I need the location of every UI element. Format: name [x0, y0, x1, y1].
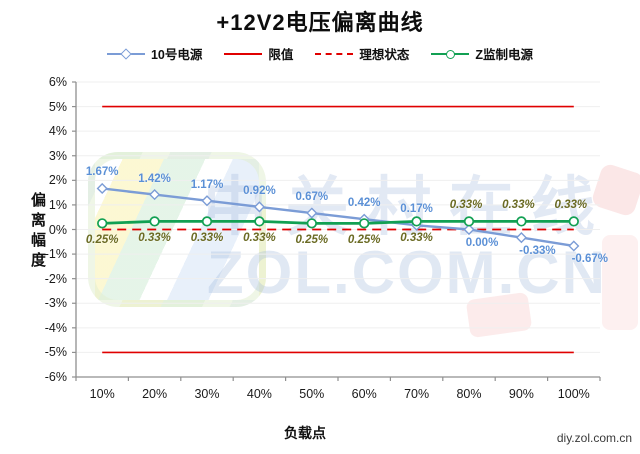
data-label-Z监制电源: 0.33% — [138, 232, 171, 245]
data-label-Z监制电源: 0.33% — [400, 232, 433, 245]
legend-line-sample-dashed — [315, 52, 354, 55]
y-tick-label: 3% — [48, 148, 67, 163]
legend-item-series-2: Z监制电源 — [431, 44, 533, 63]
data-label-Z监制电源: 0.33% — [190, 232, 224, 245]
legend-item-ideal: 理想状态 — [315, 44, 409, 63]
data-label-Z监制电源: 0.33% — [449, 199, 483, 212]
legend-label: 限值 — [268, 48, 294, 62]
legend-line-sample-green — [431, 49, 470, 59]
legend-label: 10号电源 — [150, 48, 203, 62]
x-tick-label: 50% — [299, 387, 325, 401]
data-label-10号电源: 0.92% — [243, 184, 276, 197]
x-tick-label: 20% — [142, 387, 168, 401]
x-tick-label: 70% — [404, 387, 430, 401]
data-label-10号电源: 0.42% — [347, 197, 381, 210]
legend-line-sample-blue — [106, 47, 145, 60]
legend-item-series-1: 10号电源 — [106, 44, 203, 63]
data-label-10号电源: 0.67% — [295, 191, 329, 204]
x-tick-label: 80% — [456, 387, 482, 401]
data-label-10号电源: 1.67% — [85, 166, 119, 179]
x-tick-label: 100% — [557, 387, 590, 401]
y-tick-label: -6% — [44, 370, 67, 384]
y-tick-label: -1% — [44, 247, 67, 262]
data-label-Z监制电源: 0.25% — [295, 234, 329, 247]
data-label-10号电源: 0.00% — [465, 236, 499, 249]
data-label-Z监制电源: 0.33% — [554, 199, 588, 212]
y-tick-label: -3% — [44, 296, 67, 311]
x-tick-label: 60% — [351, 387, 377, 401]
y-tick-label: -2% — [44, 271, 67, 286]
data-label-10号电源: 1.17% — [190, 178, 224, 191]
y-tick-label: -4% — [44, 320, 67, 335]
data-label-10号电源: 0.17% — [400, 203, 433, 216]
y-tick-label: 6% — [48, 75, 67, 89]
data-label-Z监制电源: 0.25% — [85, 234, 119, 247]
legend-label: Z监制电源 — [475, 48, 534, 62]
circle-marker-icon — [445, 49, 455, 59]
data-label-10号电源: -0.67% — [571, 252, 609, 265]
y-tick-label: 5% — [48, 99, 67, 114]
x-tick-label: 90% — [508, 387, 534, 401]
y-tick-label: 1% — [48, 197, 67, 212]
data-label-10号电源: 1.42% — [138, 172, 171, 185]
legend-item-limit: 限值 — [224, 44, 293, 63]
legend-line-sample-red — [224, 52, 263, 55]
data-label-Z监制电源: 0.25% — [347, 234, 381, 247]
y-tick-label: 0% — [48, 222, 67, 237]
x-tick-label: 40% — [246, 387, 272, 401]
x-tick-label: 30% — [194, 387, 220, 401]
site-watermark: diy.zol.com.cn — [556, 431, 632, 445]
chart-title: +12V2电压偏离曲线 — [216, 10, 424, 35]
y-axis-title: 偏离幅度 — [29, 192, 46, 272]
data-label-Z监制电源: 0.33% — [243, 232, 276, 245]
x-tick-label: 10% — [89, 387, 115, 401]
data-label-Z监制电源: 0.33% — [502, 199, 535, 212]
data-label-10号电源: -0.33% — [519, 244, 556, 257]
y-tick-label: 2% — [48, 173, 67, 188]
x-axis-title: 负载点 — [284, 425, 326, 441]
y-tick-label: -5% — [44, 345, 67, 360]
y-tick-label: 4% — [48, 124, 67, 139]
legend-label: 理想状态 — [359, 48, 410, 62]
legend: 10号电源 限值 理想状态 Z监制电源 — [0, 44, 640, 63]
